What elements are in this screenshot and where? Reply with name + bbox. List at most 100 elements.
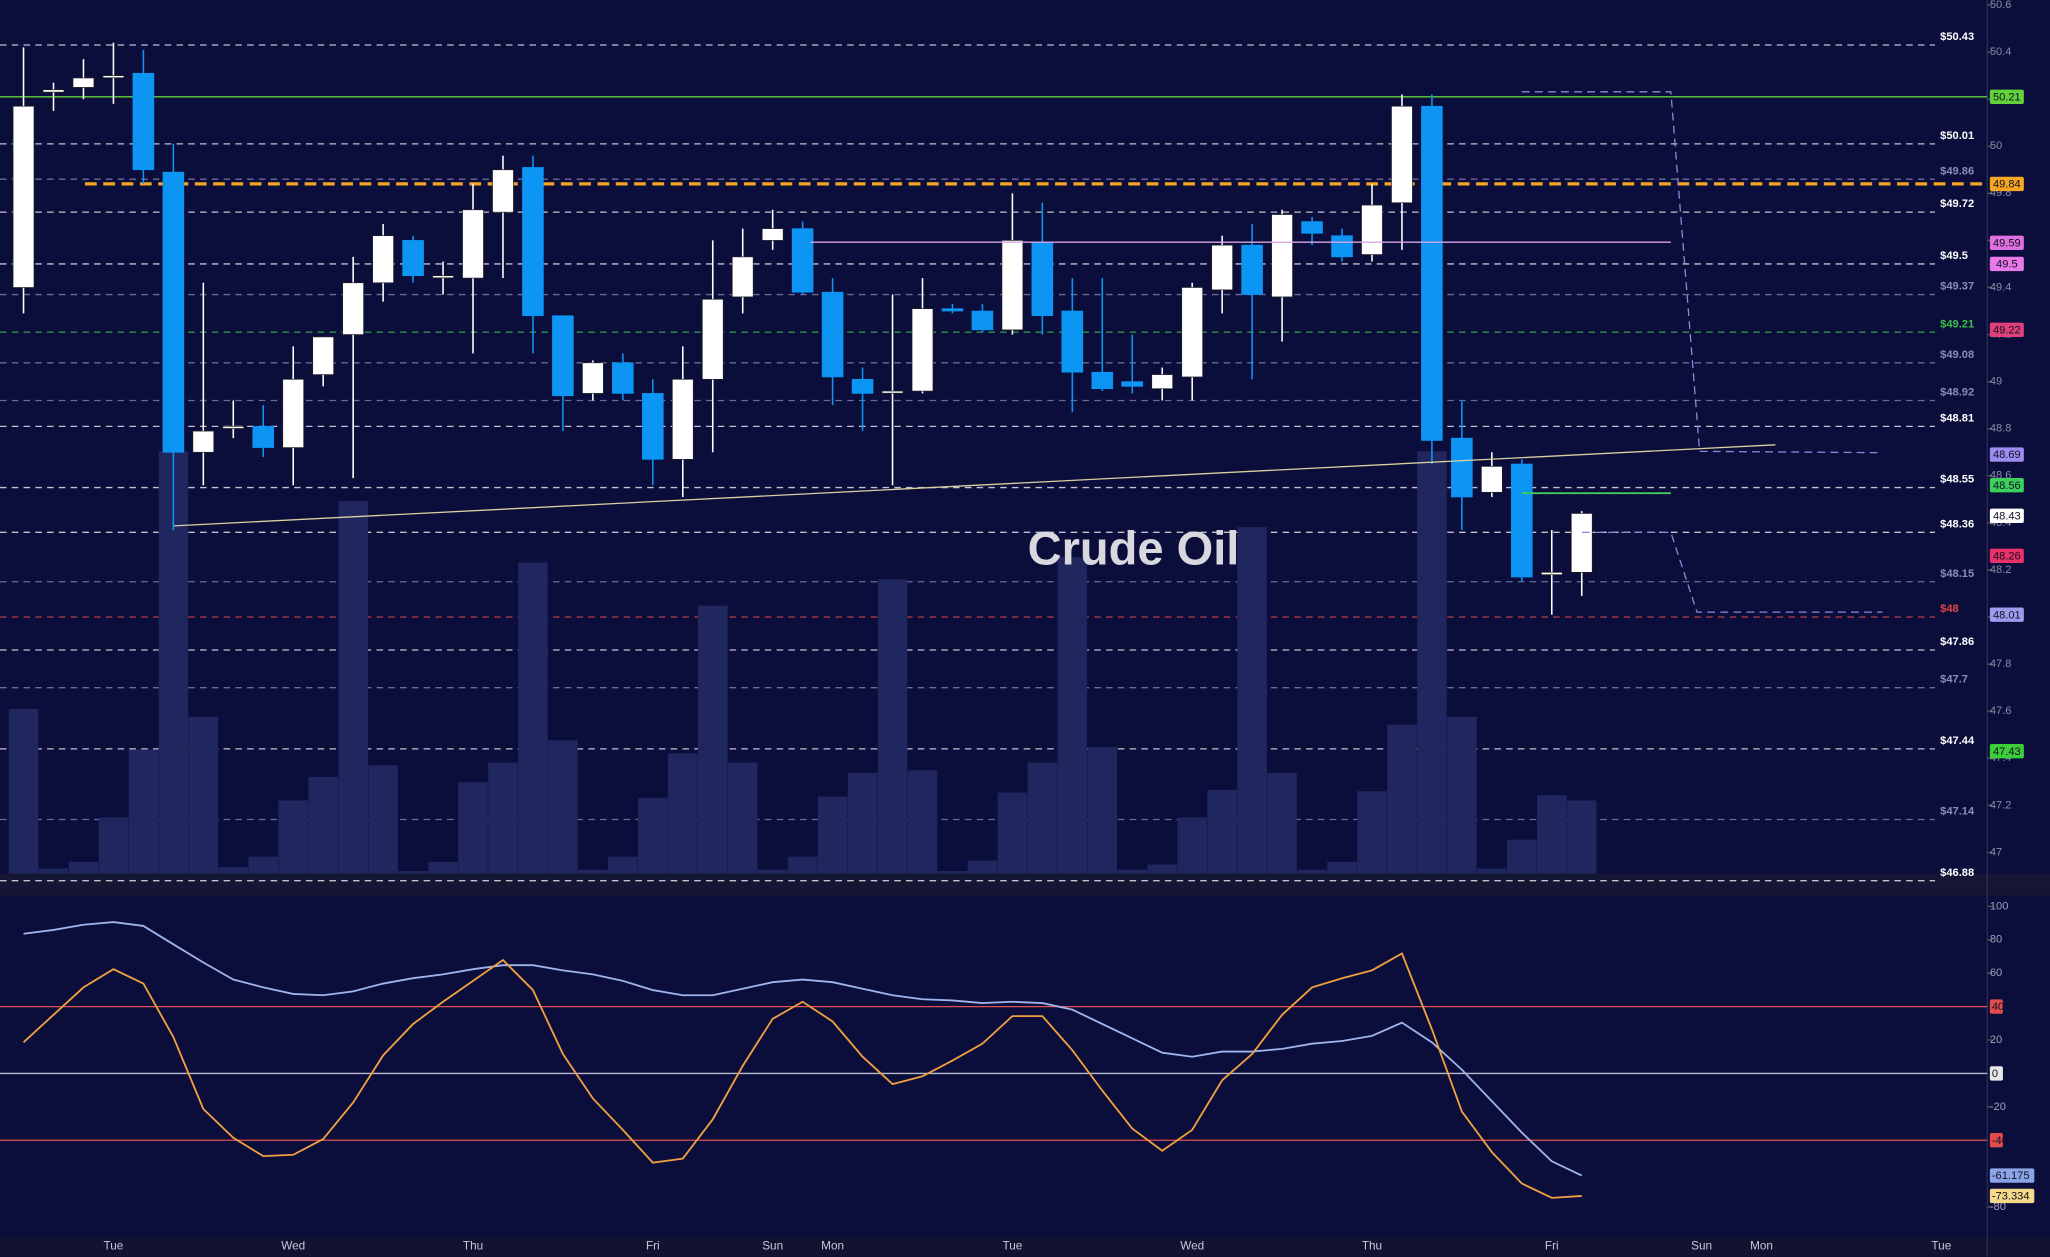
candle-body: [701, 298, 724, 380]
volume-bar: [1267, 772, 1297, 874]
candle-body: [911, 308, 934, 392]
candle-body: [971, 310, 994, 331]
x-tick-label: Fri: [646, 1239, 660, 1252]
value-badge: [1989, 999, 2003, 1014]
level-label: $47.44: [1940, 735, 1975, 747]
candle-body: [1061, 310, 1084, 373]
volume-bar: [1207, 789, 1237, 874]
level-label: $48: [1940, 603, 1959, 615]
y-tick-label: 60: [1990, 967, 2002, 979]
volume-bar: [1237, 527, 1267, 874]
candle-body: [432, 275, 454, 279]
volume-bar: [727, 762, 758, 874]
price-badge-label: 49.59: [1993, 237, 2021, 249]
volume-bar: [248, 856, 279, 874]
y-tick-label: -20: [1990, 1101, 2006, 1113]
candle-body: [1481, 466, 1503, 493]
volume-bar: [518, 562, 548, 874]
candle-body: [342, 282, 364, 335]
value-badge: [1989, 1066, 2003, 1081]
projection: [1581, 531, 1883, 613]
price-badge-label: 48.43: [1993, 510, 2021, 522]
value-badge: [1989, 1133, 2003, 1148]
volume-bar: [1117, 869, 1148, 874]
volume-bar: [1417, 451, 1447, 874]
volume-bar: [128, 749, 159, 874]
price-badge-label: 50.21: [1993, 91, 2021, 103]
price-badge-label: 48.26: [1993, 550, 2021, 562]
candle-body: [761, 228, 784, 241]
y-tick-label: 50: [1990, 140, 2002, 152]
y-tick-label: 50.6: [1990, 0, 2012, 11]
volume-bar: [1087, 746, 1118, 874]
candle-body: [851, 378, 874, 394]
level-label: $49.5: [1940, 250, 1968, 262]
volume-bar: [1297, 869, 1327, 874]
volume-bar: [817, 796, 848, 874]
candle-body: [1511, 463, 1533, 578]
level-label: $46.88: [1940, 867, 1974, 879]
x-tick-label: Thu: [463, 1239, 483, 1252]
volume-bar: [1507, 839, 1537, 874]
x-tick-label: Thu: [1362, 1239, 1382, 1252]
volume-bar: [1566, 800, 1597, 874]
volume-bar: [398, 871, 428, 874]
grid: [0, 4, 1993, 1208]
volume-bar: [907, 770, 938, 874]
candle-body: [1241, 244, 1263, 295]
candle-body: [582, 362, 604, 394]
candle-body: [1301, 221, 1323, 234]
value-badge-label: -73.334: [1992, 1191, 2030, 1203]
price-badge-label: 49.84: [1993, 179, 2021, 191]
price-badge: [1989, 508, 2024, 524]
price-badge-label: 49.5: [1996, 259, 2018, 271]
y-tick-label: 49: [1990, 376, 2002, 388]
candle-body: [222, 426, 245, 429]
volume-bar: [488, 762, 518, 874]
level-label: $49.21: [1940, 318, 1974, 330]
oscillator-line: [23, 921, 1583, 1177]
volume-bar: [368, 765, 398, 874]
x-tick-label: Mon: [1750, 1239, 1773, 1252]
candle-body: [1211, 244, 1233, 291]
volume-bar: [1057, 557, 1088, 874]
candle-body: [1391, 105, 1413, 204]
candle-body: [941, 308, 964, 312]
oscillator-line: [22, 952, 1582, 1199]
volume-bar: [668, 753, 698, 874]
candle-body: [1151, 374, 1174, 390]
labels: 4747.247.447.647.84848.248.448.648.84949…: [104, 0, 2035, 1252]
x-tick-label: Wed: [1180, 1239, 1204, 1252]
volume-bar: [1477, 868, 1507, 874]
level-label: $47.14: [1940, 806, 1975, 818]
x-tick-label: Tue: [1931, 1239, 1951, 1252]
candle-body: [372, 235, 394, 284]
y-tick-label: 47: [1990, 846, 2002, 858]
volume-bar: [787, 856, 818, 874]
level-label: $48.36: [1940, 518, 1974, 530]
price-badge: [1989, 256, 2024, 272]
volume-bar: [1147, 864, 1177, 874]
price-badge: [1989, 478, 2024, 493]
projection: [1521, 91, 1878, 454]
volume-bar: [278, 800, 308, 874]
y-tick-label: 48.2: [1990, 564, 2012, 576]
candle-body: [1121, 381, 1144, 387]
candle-body: [1570, 513, 1593, 573]
y-tick-label: 80: [1990, 934, 2002, 946]
x-tick-label: Tue: [1002, 1239, 1022, 1252]
y-tick-label: 20: [1990, 1034, 2002, 1046]
pane-separator: [0, 873, 2050, 896]
candle-body: [1451, 437, 1473, 498]
price-badge: [1989, 176, 2024, 192]
volume-bar: [1537, 795, 1567, 874]
volume-bar: [1177, 817, 1207, 874]
level-label: $49.72: [1940, 198, 1974, 210]
x-axis-band: [0, 1235, 2050, 1257]
candle-body: [42, 89, 65, 93]
volume-bar: [638, 797, 668, 874]
value-badge-label: 40: [1992, 1001, 2004, 1013]
y-tick-label: 100: [1990, 900, 2009, 912]
